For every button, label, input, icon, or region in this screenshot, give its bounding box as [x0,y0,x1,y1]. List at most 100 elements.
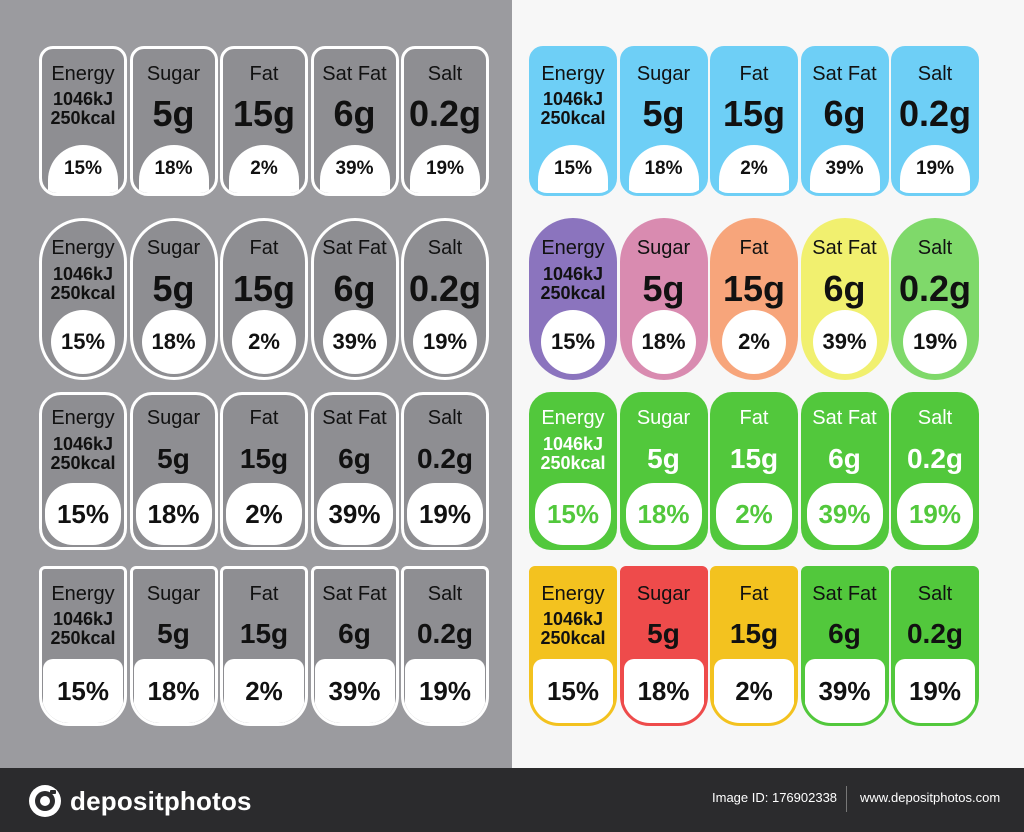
label-name: Salt [917,407,953,429]
label-amount: 1046kJ 250kcal [42,435,124,473]
label-name: Sugar [146,407,201,429]
label-amount: 1046kJ 250kcal [532,90,614,128]
label-amount: 1046kJ 250kcal [42,90,124,128]
label-percent: 39% [316,483,393,545]
nutrition-label-sugar: Sugar 5g 18% [129,46,218,196]
label-percent: 15% [533,659,613,723]
label-amount-line: 6g [823,268,866,309]
label-amount: 5g [623,96,705,132]
label-amount: 5g [133,441,215,477]
label-amount-line: 250kcal [540,628,606,648]
label-name: Energy [541,63,605,85]
nutrition-label-energy: Energy 1046kJ 250kcal 15% [39,46,127,196]
label-amount-line: 1046kJ [542,434,604,454]
label-name: Fat [739,63,769,85]
nutrition-label-sat-fat: Sat Fat 6g 39% [310,566,399,726]
label-amount-line: 0.2g [898,93,972,134]
nutrition-label-fat: Fat 15g 2% [220,392,308,550]
label-amount: 5g [623,441,705,477]
label-amount: 15g [223,616,305,652]
label-amount: 0.2g [894,616,976,652]
label-name: Salt [427,63,463,85]
label-percent: 18% [135,483,212,545]
label-amount-line: 5g [647,618,680,649]
nutrition-label-sat-fat: Sat Fat 6g 39% [800,46,889,196]
label-percent: 19% [413,310,477,374]
label-amount-line: 0.2g [416,443,474,474]
label-amount-line: 1046kJ [52,89,114,109]
label-amount-line: 15g [722,268,786,309]
label-percent: 15% [51,310,115,374]
label-amount-line: 0.2g [408,268,482,309]
label-name: Energy [51,407,115,429]
label-amount: 15g [713,271,795,307]
nutrition-label-energy: Energy 1046kJ 250kcal 15% [529,392,617,550]
label-name: Fat [739,407,769,429]
label-amount-line: 0.2g [416,618,474,649]
label-name: Energy [541,583,605,605]
label-amount-line: 1046kJ [542,609,604,629]
brand-name: depositphotos [70,785,252,816]
label-amount: 5g [623,616,705,652]
label-percent: 18% [133,659,214,723]
label-amount: 15g [713,441,795,477]
site-url[interactable]: www.depositphotos.com [860,790,1001,805]
nutrition-label-energy: Energy 1046kJ 250kcal 15% [39,218,127,380]
label-amount-line: 6g [333,268,376,309]
label-amount-line: 15g [232,93,296,134]
label-amount: 6g [804,616,886,652]
label-name: Salt [427,583,463,605]
label-amount: 0.2g [404,96,486,132]
label-name: Energy [51,237,115,259]
label-amount: 15g [223,271,305,307]
nutrition-label-fat: Fat 15g 2% [710,392,798,550]
label-amount-line: 15g [232,268,296,309]
label-amount: 1046kJ 250kcal [532,435,614,473]
label-amount-line: 5g [157,618,190,649]
brand-logo: depositphotos [28,784,252,818]
label-percent: 2% [226,483,302,545]
nutrition-label-salt: Salt 0.2g 19% [891,392,979,550]
label-percent: 15% [538,145,608,193]
label-amount-line: 250kcal [540,453,606,473]
label-name: Energy [541,237,605,259]
label-percent: 39% [809,145,880,193]
nutrition-label-energy: Energy 1046kJ 250kcal 15% [529,566,617,726]
label-name: Salt [917,237,953,259]
label-percent: 39% [806,483,883,545]
label-amount: 5g [623,271,705,307]
label-name: Sugar [636,237,691,259]
nutrition-label-salt: Salt 0.2g 19% [401,218,489,380]
label-amount: 15g [223,441,305,477]
label-amount-line: 15g [729,443,779,474]
label-amount-line: 1046kJ [542,264,604,284]
label-name: Salt [427,407,463,429]
label-amount: 5g [133,616,215,652]
label-percent: 2% [716,483,792,545]
nutrition-label-sat-fat: Sat Fat 6g 39% [800,392,889,550]
nutrition-label-sat-fat: Sat Fat 6g 39% [310,46,399,196]
label-name: Sat Fat [812,407,877,429]
label-amount-line: 250kcal [50,283,116,303]
nutrition-label-sat-fat: Sat Fat 6g 39% [800,218,889,380]
footer-bar: depositphotos Image ID: 176902338 www.de… [0,768,1024,832]
label-name: Sugar [636,407,691,429]
label-percent: 18% [625,483,702,545]
label-percent: 18% [623,659,704,723]
label-percent: 19% [897,483,973,545]
label-amount-line: 5g [152,268,195,309]
label-percent: 39% [804,659,885,723]
nutrition-label-sugar: Sugar 5g 18% [129,566,218,726]
label-name: Sat Fat [322,237,387,259]
label-amount-line: 15g [722,93,786,134]
label-amount-line: 1046kJ [52,609,114,629]
label-percent: 19% [895,659,975,723]
label-amount-line: 1046kJ [52,434,114,454]
label-amount: 6g [804,441,886,477]
label-amount: 15g [713,616,795,652]
label-name: Energy [541,407,605,429]
label-name: Salt [917,63,953,85]
label-percent: 18% [138,145,209,193]
label-name: Sat Fat [322,63,387,85]
camera-icon [29,785,61,817]
